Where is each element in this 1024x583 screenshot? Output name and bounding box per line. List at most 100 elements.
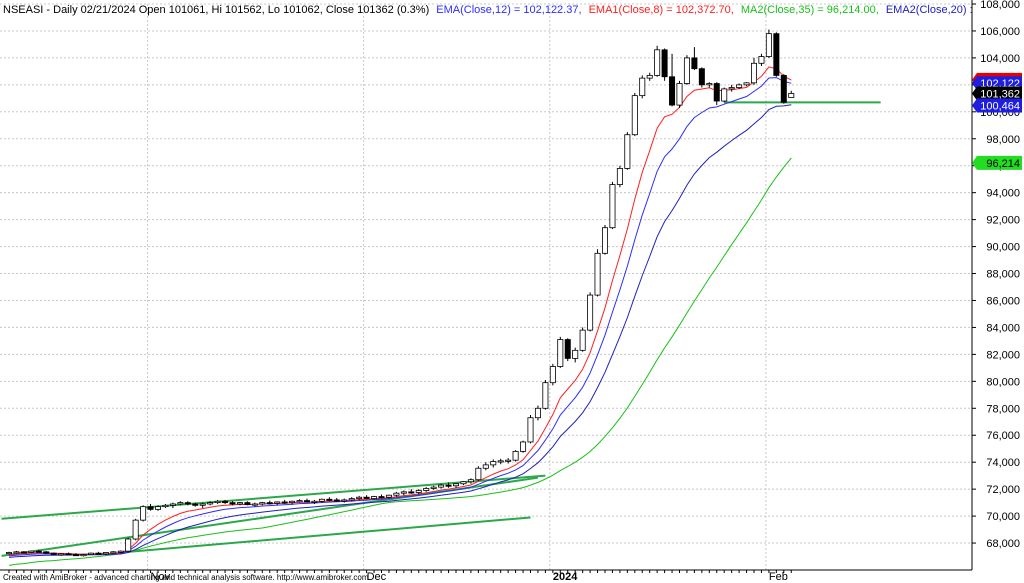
candle-body: [445, 484, 452, 487]
value-tag-bg: [972, 86, 1022, 101]
candle-body: [497, 460, 504, 463]
header-ema12-label: EMA(Close,12) = 102,122.37,: [436, 4, 581, 16]
candle-body: [520, 441, 527, 452]
candle-body: [393, 492, 400, 496]
candle-body: [773, 33, 780, 76]
value-tag: 101,362: [972, 86, 1022, 101]
y-tick-label: 86,000: [986, 295, 1020, 307]
candle-body: [512, 451, 519, 461]
candle-body: [788, 93, 795, 98]
candle-body: [58, 553, 65, 556]
candle-body: [631, 95, 638, 136]
candle-body: [259, 502, 266, 505]
candle-body: [698, 68, 705, 86]
header-ema20-label: EMA2(Close,20) :: [886, 4, 973, 16]
candle-body: [751, 62, 758, 84]
candle-body: [616, 168, 623, 185]
candle-body: [602, 227, 609, 254]
candle-body: [683, 57, 690, 84]
candle-body: [154, 506, 161, 510]
candle-body: [676, 83, 683, 106]
candle-body: [385, 494, 392, 498]
candle-body: [162, 504, 169, 508]
candle-body: [594, 252, 601, 296]
candle-body: [229, 502, 236, 505]
candle-body: [460, 481, 467, 485]
candle-body: [222, 500, 229, 504]
candle-body: [199, 503, 206, 506]
candle-body: [43, 551, 50, 554]
candle-body: [534, 407, 541, 419]
candle-body: [654, 49, 661, 76]
candle-body: [333, 499, 340, 502]
ema12-line: [8, 77, 792, 557]
y-tick-label: 88,000: [986, 269, 1020, 281]
candle-body: [95, 552, 102, 555]
candle-body: [438, 484, 445, 488]
value-tag-bg: [972, 98, 1022, 113]
candle-body: [408, 491, 415, 494]
candle-body: [266, 502, 273, 505]
candle-body: [743, 82, 750, 86]
candle-body: [661, 49, 668, 78]
candle-body: [639, 77, 646, 97]
candle-body: [430, 486, 437, 489]
candle-body: [13, 551, 20, 554]
ema8-line: [8, 66, 792, 556]
candle-body: [140, 506, 147, 521]
y-tick-label: 68,000: [986, 538, 1020, 550]
candle-body: [646, 75, 653, 79]
candle-body: [527, 417, 534, 443]
candle-body: [758, 56, 765, 64]
y-tick-label: 90,000: [986, 242, 1020, 254]
candle-body: [296, 500, 303, 503]
y-axis: 68,000 70,000 72,000 74,000 76,000 78,000 80,0…: [971, 0, 1020, 570]
candle-body: [587, 294, 594, 331]
candle-body: [207, 502, 214, 505]
candle-body: [6, 552, 12, 555]
candle-body: [542, 382, 549, 409]
candle-body: [147, 506, 154, 510]
y-tick-label: 94,000: [986, 188, 1020, 200]
candle-body: [669, 76, 676, 106]
y-tick-label: 92,000: [986, 215, 1020, 227]
candle-body: [318, 498, 325, 502]
trendline: [1, 474, 546, 520]
y-tick-label: 108,000: [980, 0, 1020, 11]
candle-body: [35, 550, 42, 553]
candle-body: [691, 57, 698, 70]
candle-body: [73, 554, 80, 557]
candle-body: [132, 519, 139, 540]
y-tick-label: 80,000: [986, 376, 1020, 388]
candle-body: [251, 503, 258, 506]
candle-body: [482, 464, 489, 469]
candle-body: [400, 491, 407, 494]
x-tick-label: Nov: [151, 571, 171, 583]
candle-body: [356, 496, 363, 499]
candle-body: [20, 551, 27, 554]
candle-body: [177, 502, 184, 505]
header-symbol-info: NSEASI - Daily 02/21/2024 Open 101061, H…: [3, 4, 429, 16]
x-axis: Nov Dec 2024 Feb: [0, 569, 972, 583]
candle-body: [192, 503, 199, 506]
candle-body: [467, 479, 474, 483]
header-ma35-label: MA2(Close,35) = 96,214.00,: [741, 4, 879, 16]
candle-body: [609, 184, 616, 229]
candle-body: [490, 461, 497, 466]
candle-body: [65, 553, 72, 556]
candle-body: [125, 538, 132, 552]
value-tag-bg: [972, 155, 1022, 170]
candle-body: [236, 502, 243, 505]
candle-body: [557, 339, 564, 367]
candle-body: [348, 498, 355, 501]
candle-body: [706, 83, 713, 86]
ma35-line: [8, 157, 792, 566]
candle-body: [87, 552, 94, 555]
footer-credit: Created with AmiBroker - advanced charti…: [3, 573, 369, 582]
candle-body: [311, 500, 318, 503]
x-tick-label: Feb: [769, 571, 788, 583]
y-tick-label: 74,000: [986, 457, 1020, 469]
candle-body: [117, 550, 124, 553]
